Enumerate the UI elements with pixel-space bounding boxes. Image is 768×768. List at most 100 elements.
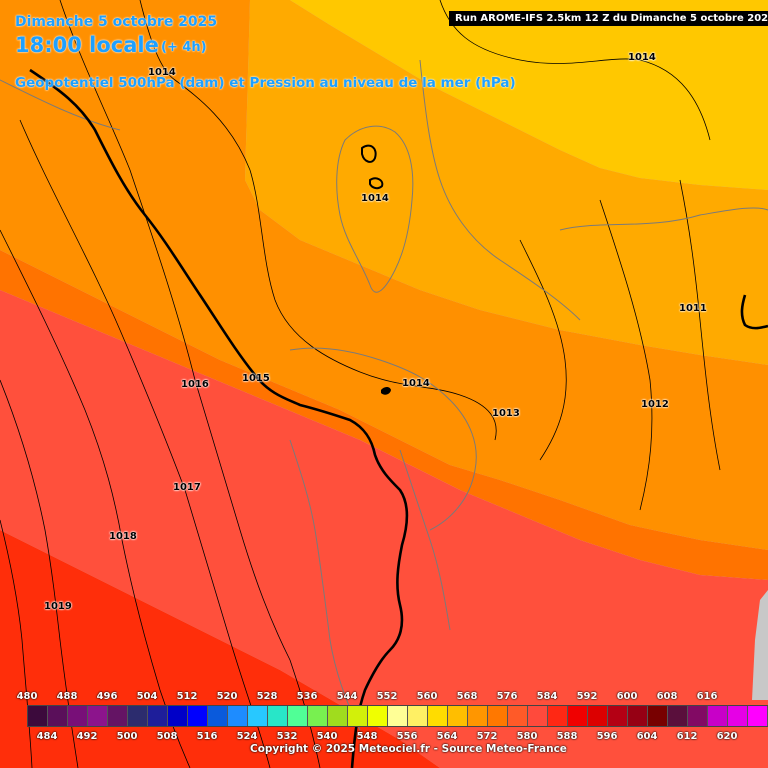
legend-swatch: [548, 706, 568, 726]
legend-swatch: [388, 706, 408, 726]
coast-italy-west: [419, 59, 581, 321]
legend-bottom-label: 492: [76, 731, 98, 742]
coastline-main: [29, 68, 409, 768]
legend-swatch: [68, 706, 88, 726]
legend-bottom-label: 508: [156, 731, 178, 742]
legend-swatch: [208, 706, 228, 726]
band-red-orange: [0, 250, 768, 580]
isobar-1016: [59, 0, 321, 768]
isobar-label: 1019: [44, 601, 72, 612]
legend-bottom-label: 532: [276, 731, 298, 742]
legend-swatch: [188, 706, 208, 726]
legend-top-label: 616: [696, 691, 718, 702]
legend-top-label: 584: [536, 691, 558, 702]
legend-swatch: [228, 706, 248, 726]
legend-top-label: 608: [656, 691, 678, 702]
coastlines: [0, 59, 768, 731]
legend-swatch: [88, 706, 108, 726]
coast-north-west: [0, 79, 121, 131]
legend-bottom-label: 564: [436, 731, 458, 742]
legend-swatch: [608, 706, 628, 726]
legend-bottom-label: 540: [316, 731, 338, 742]
legend-bottom-label: 516: [196, 731, 218, 742]
legend-swatch: [128, 706, 148, 726]
legend-bottom-label: 604: [636, 731, 658, 742]
band-yellow: [0, 0, 768, 190]
isobar-1011: [679, 179, 721, 471]
legend-swatch: [288, 706, 308, 726]
legend-swatch: [108, 706, 128, 726]
legend-top-label: 488: [56, 691, 78, 702]
corsica-relief: [361, 144, 384, 190]
coast-sardinia: [289, 347, 477, 531]
border-italy: [559, 207, 768, 231]
run-info-box: Run AROME-IFS 2.5km 12 Z du Dimanche 5 o…: [449, 11, 768, 26]
legend-swatch: [508, 706, 528, 726]
isobar-label: 1014: [628, 52, 656, 63]
map-date: Dimanche 5 octobre 2025: [15, 14, 218, 30]
legend-top-label: 592: [576, 691, 598, 702]
color-legend: 480 488 496 504 512 520 528 536 544 552 560 568 576 5…: [0, 688, 768, 768]
map-local-time: 18:00 locale: [15, 33, 159, 57]
isobar-1013: [519, 239, 567, 461]
isobar-label: 1016: [181, 379, 209, 390]
legend-top-label: 600: [616, 691, 638, 702]
isobar-1014-north: [439, 0, 711, 141]
legend-swatch: [528, 706, 548, 726]
legend-top-label: 496: [96, 691, 118, 702]
isobar-1017: [19, 119, 271, 768]
legend-top-label: 520: [216, 691, 238, 702]
legend-bottom-label: 588: [556, 731, 578, 742]
legend-top-label: 504: [136, 691, 158, 702]
legend-bottom-label: 580: [516, 731, 538, 742]
isobar-1018: [0, 229, 191, 768]
legend-swatch: [348, 706, 368, 726]
map-variable-title: Geopotentiel 500hPa (dam) et Pression au…: [15, 75, 516, 91]
legend-bottom-label: 548: [356, 731, 378, 742]
legend-bottom-label: 572: [476, 731, 498, 742]
legend-top-label: 536: [296, 691, 318, 702]
legend-swatch: [48, 706, 68, 726]
legend-swatch: [628, 706, 648, 726]
legend-swatch: [268, 706, 288, 726]
legend-bottom-label: 596: [596, 731, 618, 742]
legend-swatch: [168, 706, 188, 726]
legend-top-label: 576: [496, 691, 518, 702]
legend-swatches: [27, 705, 768, 727]
isobar-label: 1014: [402, 378, 430, 389]
legend-bottom-label: 620: [716, 731, 738, 742]
isobar-label: 1014: [148, 67, 176, 78]
isobar-label: 1011: [679, 303, 707, 314]
legend-swatch: [588, 706, 608, 726]
legend-swatch: [468, 706, 488, 726]
isobar-1012: [599, 199, 653, 511]
legend-swatch: [668, 706, 688, 726]
isobars: [0, 0, 721, 768]
legend-top-label: 560: [416, 691, 438, 702]
band-light-orange: [245, 0, 768, 365]
legend-swatch: [248, 706, 268, 726]
legend-swatch: [308, 706, 328, 726]
legend-swatch: [408, 706, 428, 726]
band-orange: [0, 0, 768, 550]
legend-swatch: [448, 706, 468, 726]
legend-swatch: [488, 706, 508, 726]
isobar-1014-west: [139, 0, 497, 441]
legend-swatch: [688, 706, 708, 726]
legend-swatch: [28, 706, 48, 726]
isobar-label: 1012: [641, 399, 669, 410]
legend-bottom-label: 524: [236, 731, 258, 742]
coast-tunisia: [289, 439, 361, 731]
legend-top-label: 528: [256, 691, 278, 702]
isobar-label: 1018: [109, 531, 137, 542]
legend-top-label: 544: [336, 691, 358, 702]
legend-swatch: [368, 706, 388, 726]
legend-swatch: [748, 706, 768, 726]
legend-swatch: [568, 706, 588, 726]
legend-swatch: [328, 706, 348, 726]
legend-top-label: 512: [176, 691, 198, 702]
legend-bottom-label: 500: [116, 731, 138, 742]
legend-bottom-label: 484: [36, 731, 58, 742]
